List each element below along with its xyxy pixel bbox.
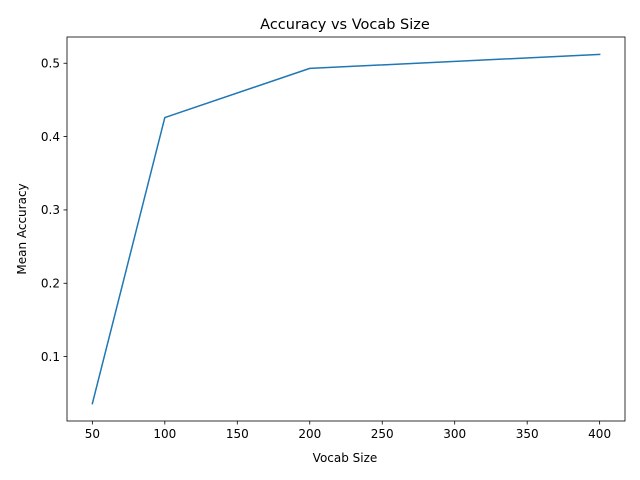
x-tick-label: 400 bbox=[588, 427, 611, 441]
x-tick-label: 350 bbox=[516, 427, 539, 441]
plot-frame bbox=[66, 36, 626, 422]
x-tick-label: 50 bbox=[85, 427, 100, 441]
y-tick-label: 0.1 bbox=[41, 350, 60, 364]
y-tick-label: 0.4 bbox=[41, 130, 60, 144]
x-tick-label: 250 bbox=[371, 427, 394, 441]
y-tick-label: 0.2 bbox=[41, 276, 60, 290]
x-tick-label: 100 bbox=[153, 427, 176, 441]
x-tick-label: 200 bbox=[298, 427, 321, 441]
x-tick-label: 300 bbox=[443, 427, 466, 441]
x-axis-ticks: 50 100 150 200 250 300 350 400 bbox=[85, 421, 611, 441]
y-tick-label: 0.5 bbox=[41, 56, 60, 70]
chart-title: Accuracy vs Vocab Size bbox=[260, 17, 430, 33]
x-axis-label: Vocab Size bbox=[313, 451, 378, 465]
series-line-0 bbox=[91, 53, 601, 405]
y-tick-label: 0.3 bbox=[41, 203, 60, 217]
y-axis-label: Mean Accuracy bbox=[15, 183, 29, 274]
plot-area bbox=[66, 36, 626, 422]
x-tick-label: 150 bbox=[226, 427, 249, 441]
y-axis-ticks: 0.1 0.2 0.3 0.4 0.5 bbox=[41, 56, 67, 364]
